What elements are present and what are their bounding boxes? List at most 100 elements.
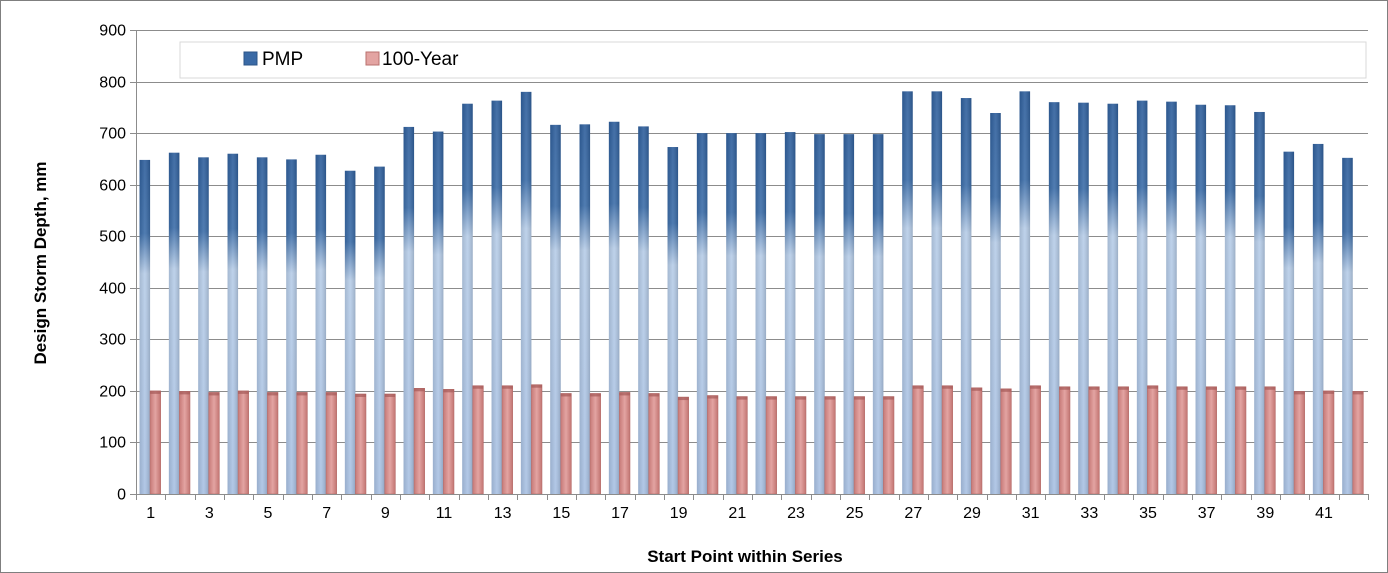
bar-100-year-cap [619,392,630,396]
bar-100-year-cap [707,395,718,399]
bar-pmp-shading [491,100,503,495]
y-tick-label: 700 [99,126,126,143]
bar-pmp-shading [432,131,444,494]
y-tick-label: 100 [99,435,126,452]
bar-100-year [443,389,455,495]
bar-100-year-cap [355,393,366,397]
x-tick-label: 35 [1139,505,1157,522]
bar-100-year [1117,386,1129,495]
bar-100-year-cap [795,396,806,400]
bar-pmp-shading [726,133,737,494]
bar-100-year [941,385,953,495]
bar-pmp-shading [608,121,620,494]
bar-pmp-shading [374,166,385,494]
bar-100-year [472,385,484,495]
bar-100-year [413,388,425,495]
bar-100-year-cap [1264,386,1276,390]
bar-100-year [589,393,601,495]
gridlines [136,30,1368,443]
y-tick-label: 600 [99,178,126,195]
bar-pmp-shading [344,170,356,494]
bar-pmp-shading [1078,102,1089,495]
bar-pmp-shading [814,134,825,495]
y-tick-label: 0 [117,487,126,504]
x-tick-label: 1 [146,505,155,522]
x-tick-label: 3 [205,505,214,522]
bar-100-year [912,385,924,495]
bar-100-year [531,384,543,495]
x-tick-label: 29 [963,505,981,522]
bar-100-year [501,385,513,495]
bar-pmp-shading [403,126,415,495]
bar-100-year-cap [912,385,924,389]
bar-100-year-cap [1206,386,1217,390]
bar-100-year-cap [590,393,601,397]
legend-label-pmp: PMP [262,49,303,70]
bar-100-year [648,393,660,495]
bar-100-year [1176,386,1188,495]
bar-100-year [1352,391,1364,495]
bar-pmp-shading [931,91,943,495]
bar-100-year-cap [384,393,396,397]
x-tick-label: 21 [728,505,746,522]
bar-100-year-cap [766,396,777,400]
bar-100-year [179,391,191,495]
x-tick-label: 37 [1198,505,1216,522]
bar-pmp-shading [139,159,151,495]
bar-100-year-cap [1352,391,1364,395]
bar-100-year-cap [1000,388,1012,392]
bar-100-year-cap [179,391,190,395]
bar-100-year-cap [942,385,953,389]
bar-pmp-shading [462,103,473,495]
bar-100-year-cap [208,392,220,396]
bar-100-year-cap [1235,386,1246,390]
x-tick-label: 27 [904,505,922,522]
bar-100-year-cap [414,388,425,392]
x-tick-label: 11 [436,505,453,522]
bar-100-year-cap [1294,391,1305,395]
bar-pmp-shading [1107,103,1119,495]
bar-100-year [883,396,895,495]
bar-100-year-cap [531,384,542,388]
y-tick-label: 800 [99,75,126,92]
bar-pmp-shading [696,133,708,494]
x-tick-label: 19 [670,505,688,522]
bar-100-year [149,390,161,495]
x-tick-label: 17 [611,505,629,522]
bar-100-year [824,396,836,495]
bar-100-year-cap [1176,386,1188,390]
bar-pmp-shading [286,159,297,494]
bar-100-year [707,395,719,495]
bar-100-year [560,393,572,495]
bar-pmp-shading [1224,105,1236,494]
bar-100-year [853,396,865,495]
bar-100-year-cap [1118,386,1129,390]
bar-100-year [1205,386,1217,495]
x-axis-title: Start Point within Series [647,547,843,566]
legend-swatch-100-year [365,51,380,66]
legend: PMP 100-Year [179,41,1367,79]
bar-pmp-shading [550,124,561,495]
bar-100-year-cap [736,396,748,400]
bar-pmp-shading [784,132,796,494]
bar-100-year [296,392,308,495]
legend-label-100-year: 100-Year [382,49,459,70]
bar-100-year-cap [1059,386,1070,390]
y-tick-label: 500 [99,229,126,246]
bar-100-year-cap [1030,385,1041,389]
bar-100-year [355,393,367,495]
bar-100-year [237,390,249,495]
bars [139,91,1364,495]
bar-100-year [619,392,631,495]
x-tick-label: 33 [1080,505,1098,522]
bar-100-year [1323,390,1335,495]
bar-100-year-cap [1323,390,1334,394]
bar-pmp-shading [843,134,855,495]
bar-100-year-cap [238,390,249,394]
bar-100-year [1293,391,1305,495]
bar-100-year-cap [150,390,161,394]
y-tick-label: 200 [99,384,126,401]
bar-100-year-cap [443,389,454,393]
legend-box [179,41,1367,79]
bar-100-year [1235,386,1247,495]
